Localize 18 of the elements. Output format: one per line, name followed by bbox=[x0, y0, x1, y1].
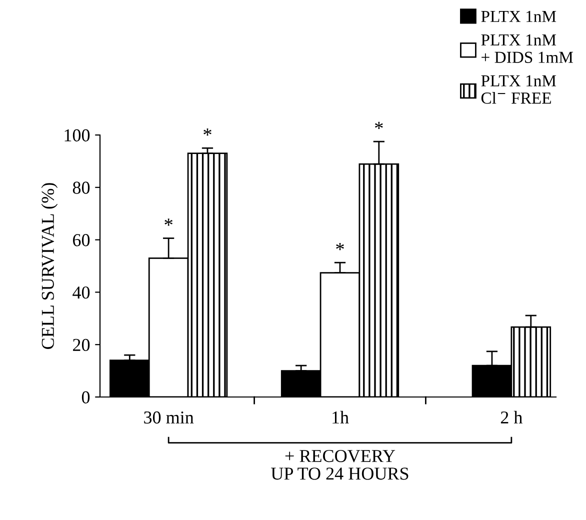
data-label: * bbox=[164, 218, 173, 226]
data-label: * bbox=[336, 242, 344, 250]
y-tick-label: 60 bbox=[73, 234, 90, 246]
legend-label: PLTX 1nM + DIDS 1mM bbox=[481, 34, 573, 63]
x-tick-label: 30 min bbox=[144, 411, 194, 424]
legend-label: PLTX 1nM Cl$^{−}$ FREE bbox=[481, 75, 556, 104]
y-tick-label: 20 bbox=[73, 338, 90, 352]
x-tick-label: 2 h bbox=[500, 410, 522, 424]
y-tick-label: 40 bbox=[72, 286, 90, 299]
data-label: * bbox=[375, 122, 383, 130]
y-tick-label: 0 bbox=[82, 391, 90, 404]
y-tick-label: 80 bbox=[72, 182, 90, 194]
text: + RECOVERY UP TO 24 HOURS bbox=[271, 450, 408, 480]
data-label: * bbox=[204, 128, 212, 136]
y-axis-title: CELL SURVIVAL (%) bbox=[41, 183, 58, 349]
legend-label: PLTX 1nM bbox=[481, 10, 556, 22]
x-tick-label: 1h bbox=[332, 410, 349, 424]
y-tick-label: 100 bbox=[64, 129, 90, 142]
